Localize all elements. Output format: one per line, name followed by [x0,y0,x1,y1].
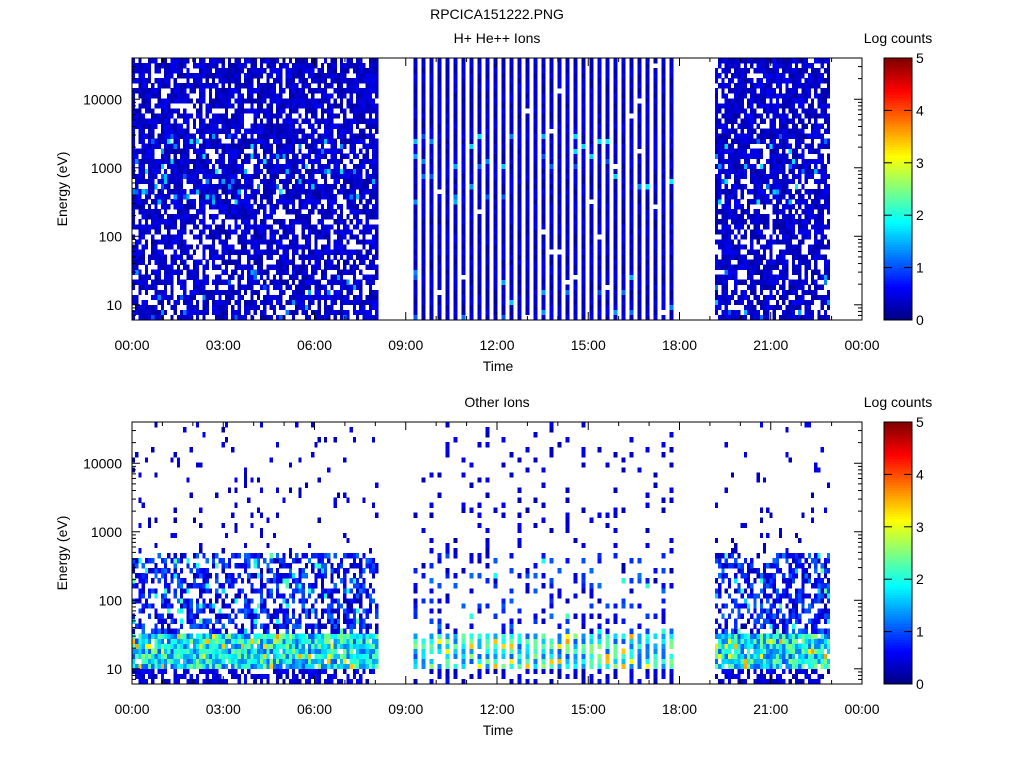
x-tick-label: 12:00 [479,701,514,717]
x-tick-label: 18:00 [662,337,697,353]
x-tick-label: 00:00 [844,337,879,353]
y-tick-label: 1000 [91,524,122,540]
x-tick-label: 15:00 [571,701,606,717]
colorbar-tick-label: 2 [916,207,924,223]
colorbar-tick-label: 4 [916,466,924,482]
x-axis-label: Time [483,358,514,374]
x-tick-label: 21:00 [753,701,788,717]
colorbar-tick-label: 3 [916,155,924,171]
colorbar-tick-label: 1 [916,260,924,276]
y-axis-ticks: 10 100 1000 10000 [83,57,862,321]
y-axis-label: Energy (eV) [54,152,70,227]
y-tick-label: 10000 [83,91,122,107]
x-axis-ticks: 00:00 03:00 06:00 09:00 12:00 15:00 18:00 21:00… [114,58,880,353]
panel-other-ions: Other Ions 00:00 03:00 06:00 09:00 12:00 15:00… [54,394,932,738]
colorbar-tick-label: 0 [916,312,924,328]
x-tick-label: 09:00 [388,701,423,717]
colorbar-tick-label: 2 [916,571,924,587]
colorbar: 0 1 2 3 4 5 Log counts [864,30,933,328]
x-tick-label: 03:00 [206,701,241,717]
colorbar-tick-label: 1 [916,624,924,640]
y-tick-label: 10000 [83,455,122,471]
x-tick-label: 09:00 [388,337,423,353]
colorbar-label: Log counts [864,30,933,46]
panel-title: H+ He++ Ions [454,30,541,46]
y-axis-label: Energy (eV) [54,516,70,591]
x-axis-label: Time [483,722,514,738]
y-tick-label: 10 [106,297,122,313]
y-tick-label: 1000 [91,160,122,176]
x-tick-label: 06:00 [297,337,332,353]
y-tick-label: 100 [99,228,123,244]
y-axis-ticks: 10 100 1000 10000 [83,421,862,685]
x-tick-label: 18:00 [662,701,697,717]
figure-filename: RPCICA151222.PNG [430,6,564,22]
colorbar: 0 1 2 3 4 5 Log counts [864,394,933,692]
x-tick-label: 00:00 [114,701,149,717]
x-tick-label: 21:00 [753,337,788,353]
colorbar-tick-label: 5 [916,50,924,66]
colorbar-tick-label: 4 [916,102,924,118]
heatmap-cells [132,422,831,684]
y-tick-label: 10 [106,661,122,677]
heatmap-cells [132,58,831,320]
colorbar-tick-label: 5 [916,414,924,430]
x-tick-label: 00:00 [114,337,149,353]
colorbar-tick-label: 0 [916,676,924,692]
y-tick-label: 100 [99,592,123,608]
x-tick-label: 03:00 [206,337,241,353]
x-tick-label: 12:00 [479,337,514,353]
panel-h-he-ions: H+ He++ Ions 00:00 03:00 06:00 09:00 12:00 15:… [54,30,932,374]
colorbar-label: Log counts [864,394,933,410]
x-tick-label: 15:00 [571,337,606,353]
panel-title: Other Ions [464,394,529,410]
x-tick-label: 00:00 [844,701,879,717]
colorbar-tick-label: 3 [916,519,924,535]
x-axis-ticks: 00:00 03:00 06:00 09:00 12:00 15:00 18:00 21:00… [114,422,880,717]
x-tick-label: 06:00 [297,701,332,717]
